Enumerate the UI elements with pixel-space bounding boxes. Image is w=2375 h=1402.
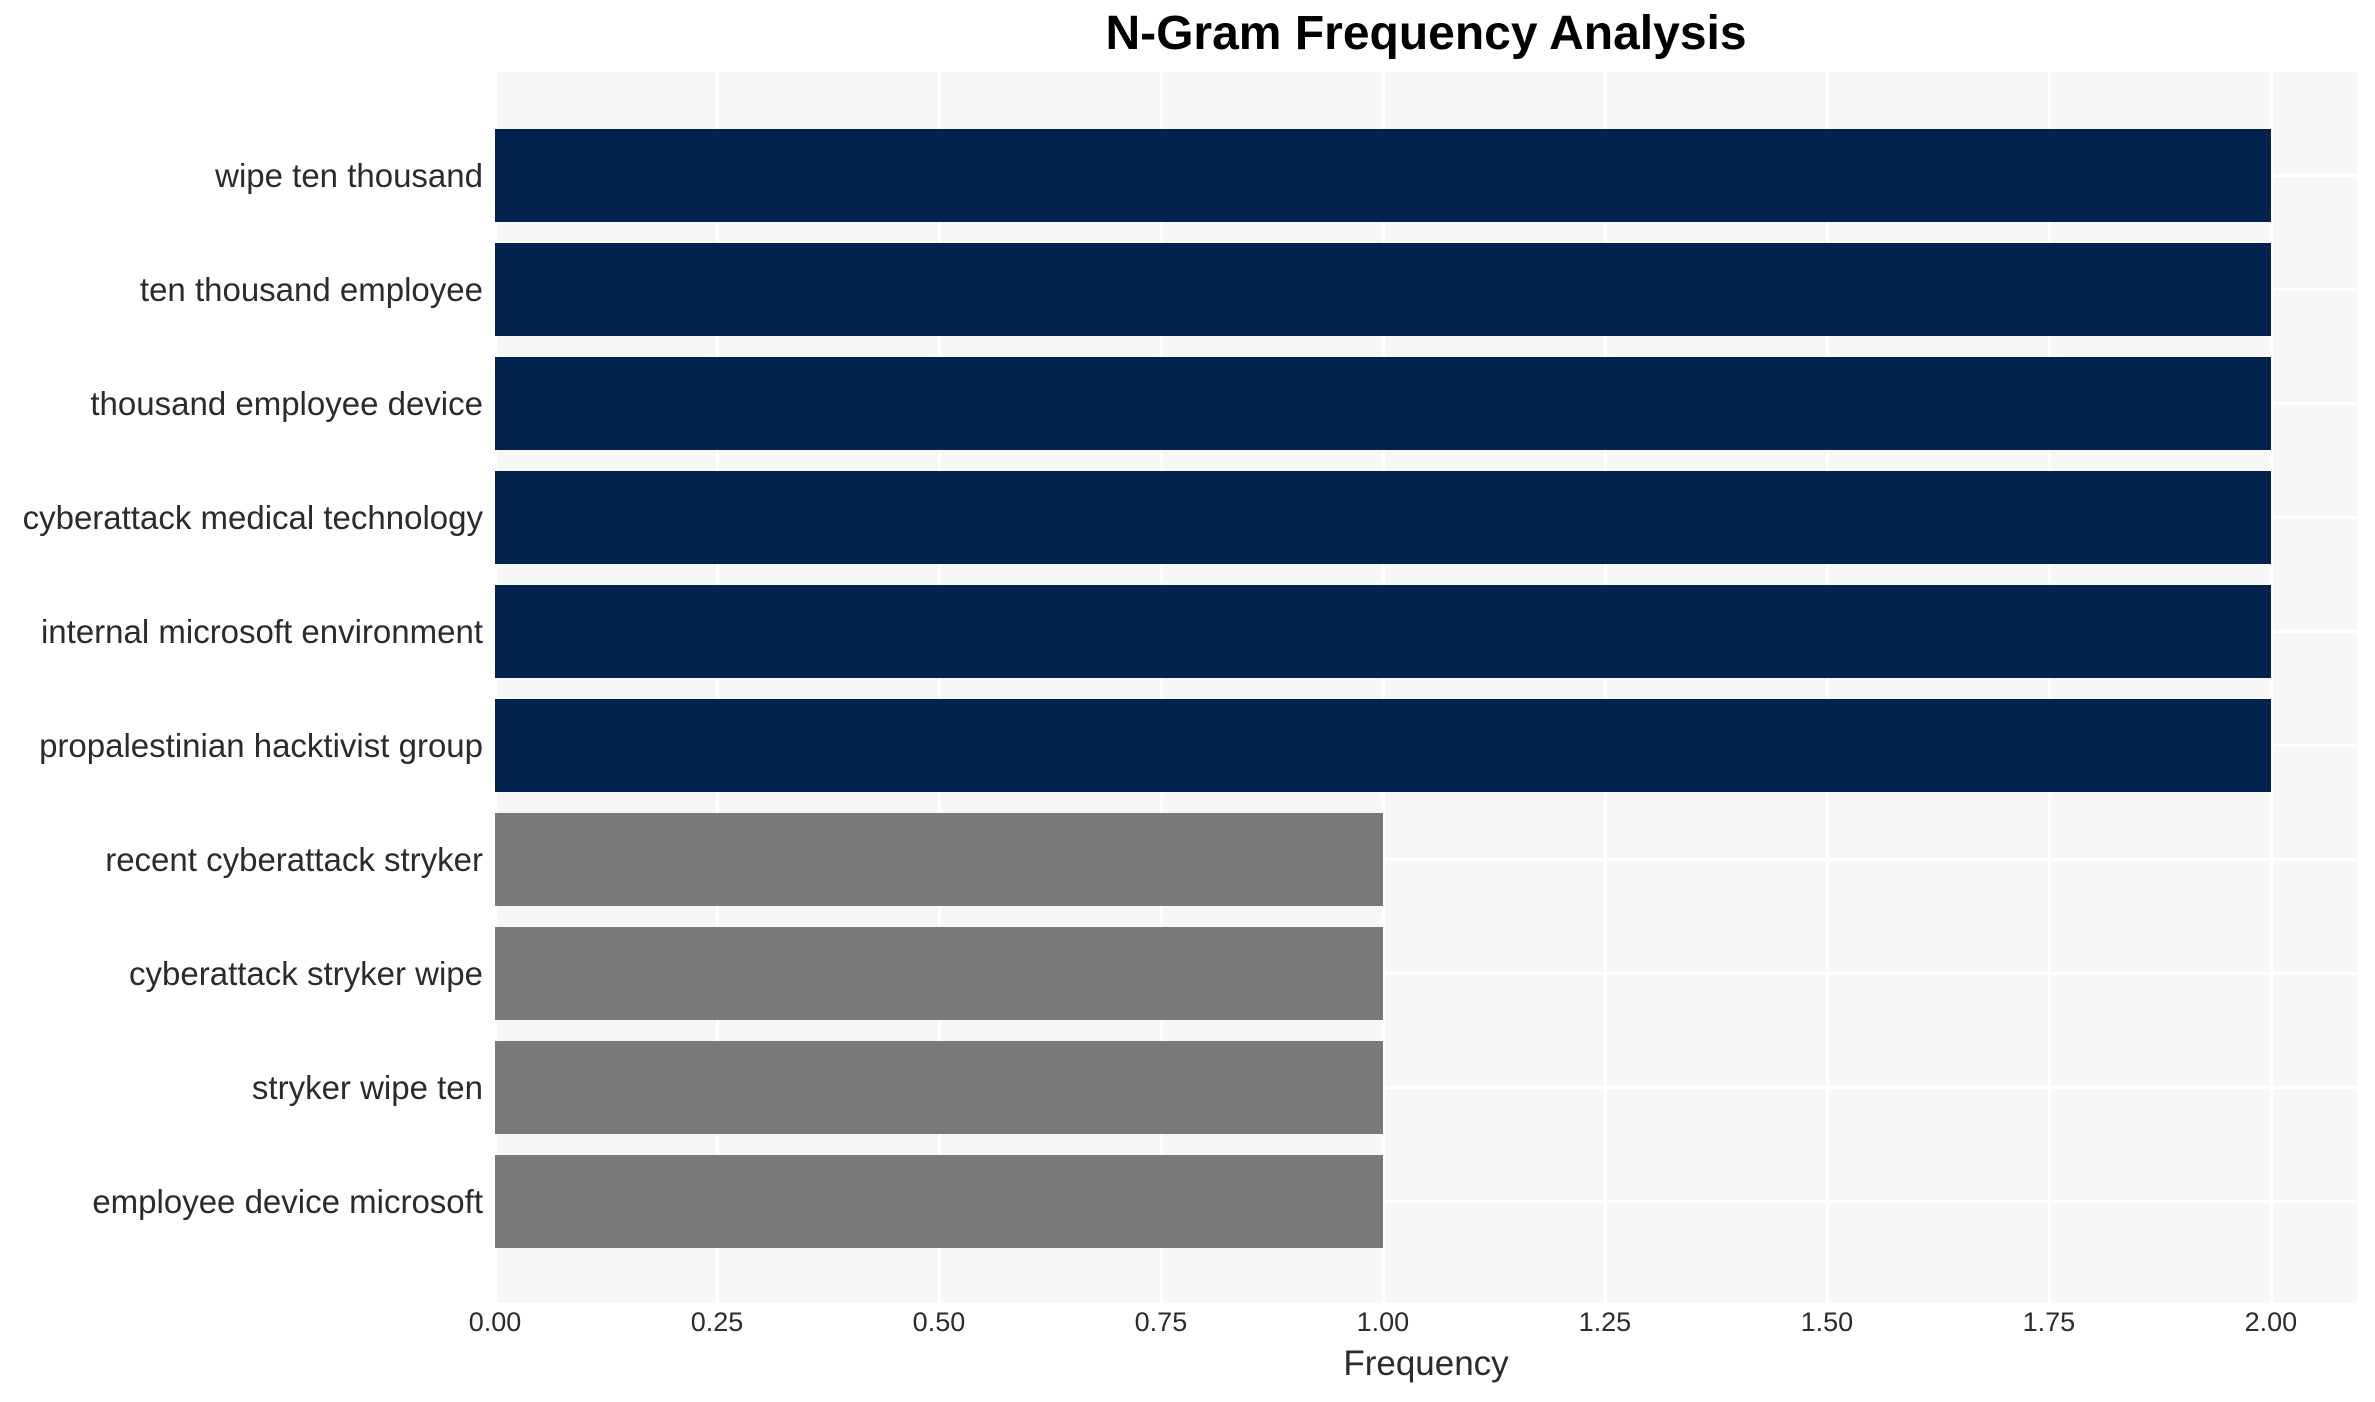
category-label: internal microsoft environment <box>40 612 483 650</box>
category-label: employee device microsoft <box>92 1182 483 1220</box>
category-label: propalestinian hacktivist group <box>39 726 483 764</box>
category-label: ten thousand employee <box>139 270 483 308</box>
vertical-gridline <box>495 72 497 1303</box>
horizontal-gridline <box>495 858 2357 861</box>
category-label: recent cyberattack stryker <box>105 840 483 878</box>
vertical-gridline <box>715 72 719 1303</box>
bar-thousand-employee-device <box>495 357 2271 450</box>
x-tick-label: 0.25 <box>690 1307 744 1337</box>
bar-recent-cyberattack-stryker <box>495 813 1383 906</box>
horizontal-gridline <box>495 972 2357 975</box>
bars-container <box>495 72 2357 1303</box>
x-tick-label: 0.75 <box>1134 1307 1188 1337</box>
vertical-gridline <box>1159 72 1163 1303</box>
bar-cyberattack-medical-technology <box>495 471 2271 564</box>
vertical-gridline <box>1381 72 1385 1303</box>
category-label: thousand employee device <box>90 384 483 422</box>
x-tick-label: 1.50 <box>1800 1307 1854 1337</box>
x-tick-label: 0.00 <box>468 1307 522 1337</box>
vertical-gridline <box>2269 72 2273 1303</box>
horizontal-gridline <box>495 1200 2357 1203</box>
x-tick-label: 1.75 <box>2022 1307 2076 1337</box>
category-label: wipe ten thousand <box>215 156 483 194</box>
bar-cyberattack-stryker-wipe <box>495 927 1383 1020</box>
horizontal-gridline <box>495 1086 2357 1089</box>
vertical-gridline <box>937 72 941 1303</box>
category-label: cyberattack medical technology <box>22 498 483 536</box>
bar-stryker-wipe-ten <box>495 1041 1383 1134</box>
vertical-gridline <box>1825 72 1829 1303</box>
bar-propalestinian-hacktivist-group <box>495 699 2271 792</box>
bar-internal-microsoft-environment <box>495 585 2271 678</box>
vertical-gridline <box>2047 72 2051 1303</box>
vertical-gridline <box>1603 72 1607 1303</box>
bar-employee-device-microsoft <box>495 1155 1383 1248</box>
x-tick-label: 2.00 <box>2244 1307 2298 1337</box>
x-tick-label: 1.25 <box>1578 1307 1632 1337</box>
y-axis-category-labels: wipe ten thousand ten thousand employee th… <box>0 72 483 1303</box>
x-tick-label: 0.50 <box>912 1307 966 1337</box>
category-label: cyberattack stryker wipe <box>129 954 483 992</box>
x-axis-label: Frequency <box>1343 1344 1509 1383</box>
bar-ten-thousand-employee <box>495 243 2271 336</box>
category-label: stryker wipe ten <box>251 1068 483 1106</box>
chart-title: N-Gram Frequency Analysis <box>1105 7 1747 60</box>
bar-wipe-ten-thousand <box>495 129 2271 222</box>
x-tick-label: 1.00 <box>1356 1307 1410 1337</box>
x-axis-ticks: 0.00 0.25 0.50 0.75 1.00 1.25 1.50 1.75 2.00 <box>469 1307 2357 1347</box>
plot-area <box>495 72 2357 1303</box>
